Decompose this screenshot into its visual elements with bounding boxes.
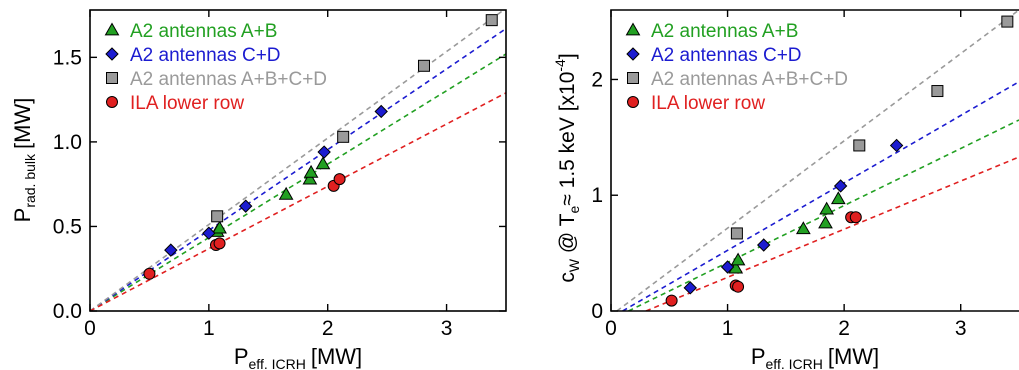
a2-antennas-c-d-point	[374, 104, 388, 119]
y-axis-label: cW @ Te≈ 1.5 keV [x10-4]	[552, 53, 582, 282]
a2-antennas-c-d-point	[202, 226, 216, 240]
a2-antennas-a-b-c-d-fit-line	[616, 10, 1019, 311]
y-tick-label: 0	[591, 300, 603, 323]
a2-antennas-a-b-c-d-point	[485, 14, 498, 27]
y-tick-label: 1.0	[53, 131, 82, 154]
legend-label: A2 antennas A+B	[130, 21, 277, 42]
a2-antennas-a-b-point	[278, 186, 294, 200]
a2-antennas-a-b-point	[818, 215, 833, 229]
a2-antennas-a-b-point	[795, 221, 811, 235]
legend: A2 antennas A+B A2 antennas C+D A2 antenna…	[625, 21, 848, 114]
a2-antennas-a-b-fit-line	[628, 119, 1019, 311]
legend-ila-lower-row-point	[627, 96, 639, 108]
x-tick-label: 1	[203, 317, 215, 340]
axes: 0 1 2 3 0.0 0.5 1.0 1.5	[53, 10, 506, 340]
a2-antennas-a-b-c-d-point	[337, 130, 350, 143]
legend-label: A2 antennas C+D	[651, 45, 802, 66]
y-tick-label: 0.5	[53, 215, 82, 238]
a2-antennas-c-d-point	[683, 281, 697, 295]
plot-frame	[610, 9, 1019, 312]
x-tick-label: 2	[322, 317, 334, 340]
a2-antennas-c-d-point	[833, 179, 848, 193]
ila-lower-row-point	[143, 267, 156, 280]
a2-antennas-a-b-c-d-point	[931, 85, 944, 98]
x-tick-label: 2	[838, 317, 850, 340]
ila-lower-row-fit-line	[90, 92, 506, 311]
legend-label: ILA lower row	[130, 93, 244, 114]
axes: 0 1 2 3 0 1 2	[591, 10, 967, 340]
legend-a2-antennas-c-d-point	[626, 47, 640, 61]
fit-lines	[90, 10, 506, 311]
y-tick-label: 1.5	[53, 46, 82, 69]
a2-antennas-a-b-c-d-point	[853, 139, 866, 152]
ila-lower-row-point	[213, 237, 226, 250]
ila-lower-row-fit-line	[645, 156, 1019, 311]
legend-a2-antennas-a-b-c-d-point	[627, 72, 639, 84]
a2-antennas-a-b-c-d-point	[211, 210, 224, 223]
left-chart-panel: 0 1 2 30.00.51.01.5 A2 antennas A+BA2 anten…	[10, 9, 507, 370]
a2-antennas-c-d-point	[889, 138, 904, 153]
legend-a2-antennas-a-b-point	[104, 22, 120, 36]
ila-lower-row-point	[665, 294, 678, 307]
a2-antennas-c-d-point	[720, 260, 735, 274]
a2-antennas-a-b-point	[730, 252, 746, 266]
data-points	[665, 15, 1014, 307]
data-points	[143, 14, 498, 280]
fit-lines	[616, 10, 1019, 311]
y-axis-label: Prad. bulk[MW]	[10, 98, 38, 223]
x-tick-label: 1	[722, 317, 734, 340]
a2-antennas-c-d-fit-line	[622, 81, 1019, 311]
a2-antennas-c-d-fit-line	[90, 27, 506, 311]
legend-a2-antennas-a-b-c-d-point	[106, 72, 118, 84]
a2-antennas-a-b-point	[303, 164, 319, 178]
legend-label: A2 antennas A+B+C+D	[651, 69, 848, 90]
a2-antennas-c-d-point	[238, 199, 253, 213]
a2-antennas-a-b-point	[315, 156, 331, 170]
a2-antennas-a-b-fit-line	[90, 53, 506, 311]
a2-antennas-c-d-point	[757, 238, 771, 252]
legend-label: A2 antennas A+B+C+D	[130, 69, 327, 90]
x-tick-label: 0	[84, 317, 96, 340]
legend: A2 antennas A+B A2 antennas C+D A2 antenna…	[104, 21, 327, 114]
legend-label: A2 antennas A+B	[651, 21, 798, 42]
legend-a2-antennas-c-d-point	[105, 47, 119, 61]
legend-label: ILA lower row	[651, 93, 765, 114]
a2-antennas-a-b-c-d-point	[417, 59, 430, 72]
x-tick-label: 3	[955, 317, 967, 340]
a2-antennas-a-b-point	[819, 201, 835, 215]
a2-antennas-a-b-point	[830, 191, 846, 205]
a2-antennas-c-d-point	[317, 145, 331, 159]
a2-antennas-a-b-c-d-fit-line	[90, 10, 506, 311]
legend-ila-lower-row-point	[106, 96, 118, 108]
y-tick-label: 0.0	[53, 300, 82, 323]
a2-antennas-c-d-point	[164, 243, 178, 257]
ila-lower-row-point	[849, 211, 862, 224]
y-tick-label: 1	[591, 184, 603, 207]
x-tick-label: 3	[441, 317, 453, 340]
plot-frame	[89, 9, 507, 312]
a2-antennas-a-b-point	[302, 171, 318, 185]
legend-label: A2 antennas C+D	[130, 45, 281, 66]
x-axis-label: Peff. ICRH [MW]	[751, 344, 879, 370]
x-tick-label: 0	[605, 317, 617, 340]
a2-antennas-a-b-c-d-point	[730, 227, 743, 240]
a2-antennas-a-b-c-d-point	[1001, 15, 1014, 28]
a2-antennas-a-b-point	[212, 220, 227, 234]
legend-a2-antennas-a-b-point	[625, 22, 641, 36]
ila-lower-row-point	[333, 173, 346, 186]
y-tick-label: 2	[591, 68, 603, 91]
x-axis-label: Peff. ICRH [MW]	[234, 344, 362, 370]
ila-lower-row-point	[732, 280, 745, 293]
